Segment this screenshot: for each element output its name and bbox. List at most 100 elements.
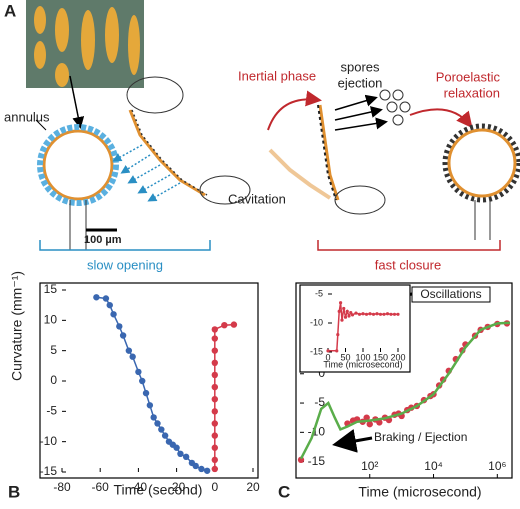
data-point <box>221 321 228 329</box>
data-point <box>340 318 344 322</box>
plot-frame <box>299 284 411 373</box>
charts: -80 -60 -40 -20 0 20 -15 -10 -5 0 5 10 15 Time (secon… <box>8 271 513 501</box>
data-point <box>336 333 340 337</box>
x-tick-label: 10² <box>361 459 378 473</box>
data-point <box>349 310 353 315</box>
data-point <box>335 349 339 353</box>
y-tick-label: 5 <box>50 343 57 357</box>
data-point <box>177 450 184 457</box>
y-tick-label: 15 <box>44 282 58 296</box>
x-tick-label: -20 <box>168 480 186 494</box>
x-tick-label: 50 <box>340 352 350 362</box>
data-point <box>211 456 218 464</box>
data-point <box>211 408 218 415</box>
spores-line: ejection <box>338 75 383 90</box>
data-point <box>343 315 348 319</box>
data-point <box>211 326 218 333</box>
data-point <box>211 383 218 391</box>
x-axis-label: Time (microsecond) <box>323 359 402 369</box>
data-point <box>150 414 157 421</box>
data-point <box>366 420 373 428</box>
photo-spores <box>34 6 140 87</box>
poroelastic-line: relaxation <box>444 85 500 100</box>
data-point <box>129 353 136 360</box>
series-line <box>299 321 511 460</box>
annotation: Braking / Ejection <box>374 430 467 444</box>
data-point <box>337 309 341 313</box>
data-point <box>125 347 133 354</box>
y-tick-label: -10 <box>310 317 323 327</box>
data-point <box>376 419 383 426</box>
y-axis-label: Curvature (mm⁻¹) <box>9 271 25 381</box>
data-point <box>211 465 218 473</box>
poroelastic-line: Poroelastic <box>436 69 501 84</box>
x-tick-label: -60 <box>92 480 110 494</box>
x-tick-label: 200 <box>390 352 405 362</box>
slow-opening: slow opening <box>87 257 163 272</box>
data-point <box>173 444 180 451</box>
panel-label: B <box>8 482 20 501</box>
x-tick-label: -80 <box>53 480 71 494</box>
data-point <box>350 313 355 317</box>
data-point <box>385 312 390 316</box>
annotation-arrow <box>332 429 373 453</box>
data-point <box>230 321 238 328</box>
x-axis-label: Time (second) <box>114 482 203 498</box>
x-tick-label: 10⁶ <box>488 459 506 473</box>
data-point <box>106 301 113 309</box>
data-point <box>382 312 386 316</box>
x-tick-label: 20 <box>246 480 260 494</box>
data-point <box>339 301 343 305</box>
x-tick-label: 100 <box>355 352 370 362</box>
data-point <box>345 309 349 313</box>
y-tick-label: 0 <box>50 373 57 387</box>
data-point <box>93 294 100 301</box>
scale-label: 100 µm <box>84 234 122 246</box>
data-point <box>357 312 362 316</box>
data-point <box>139 377 146 385</box>
data-point <box>211 359 218 366</box>
data-point <box>371 312 376 316</box>
data-point <box>326 349 330 353</box>
panel-label: A <box>4 1 16 20</box>
x-tick-label: 0 <box>325 352 330 362</box>
x-axis-label: Time (microsecond) <box>358 484 481 500</box>
data-point <box>203 467 211 474</box>
data-point <box>198 465 205 473</box>
cavitation: Cavitation <box>228 191 286 206</box>
y-tick-label: -5 <box>314 395 325 409</box>
data-point <box>119 332 127 339</box>
data-point <box>182 453 190 461</box>
data-point <box>342 306 346 311</box>
plot-frame <box>39 282 259 479</box>
data-point <box>368 312 372 316</box>
data-point <box>135 368 142 376</box>
data-point <box>158 426 165 433</box>
data-point <box>375 312 379 316</box>
annotation: Oscillations <box>420 287 481 301</box>
data-point <box>211 396 218 403</box>
data-point <box>116 323 123 330</box>
x-tick-label: -40 <box>130 480 148 494</box>
data-point <box>211 444 218 451</box>
y-tick-label: 0 <box>318 366 325 380</box>
data-point <box>211 432 218 439</box>
data-point <box>396 312 400 316</box>
fast-closure: fast closure <box>375 257 441 272</box>
inertial-phase: Inertial phase <box>238 68 316 83</box>
annulus-label: annulus <box>4 109 50 124</box>
data-point <box>102 295 110 302</box>
y-tick-label: -15 <box>40 464 58 478</box>
data-point <box>361 312 365 316</box>
data-point <box>364 312 369 316</box>
y-tick-label: -5 <box>46 404 57 418</box>
data-point <box>110 311 117 318</box>
spores-line: spores <box>340 59 380 74</box>
y-tick-label: -5 <box>315 288 323 298</box>
y-tick-label: 10 <box>44 313 58 327</box>
y-tick-label: -10 <box>40 434 58 448</box>
data-point <box>211 347 218 354</box>
data-point <box>378 312 383 316</box>
data-point <box>161 432 169 439</box>
